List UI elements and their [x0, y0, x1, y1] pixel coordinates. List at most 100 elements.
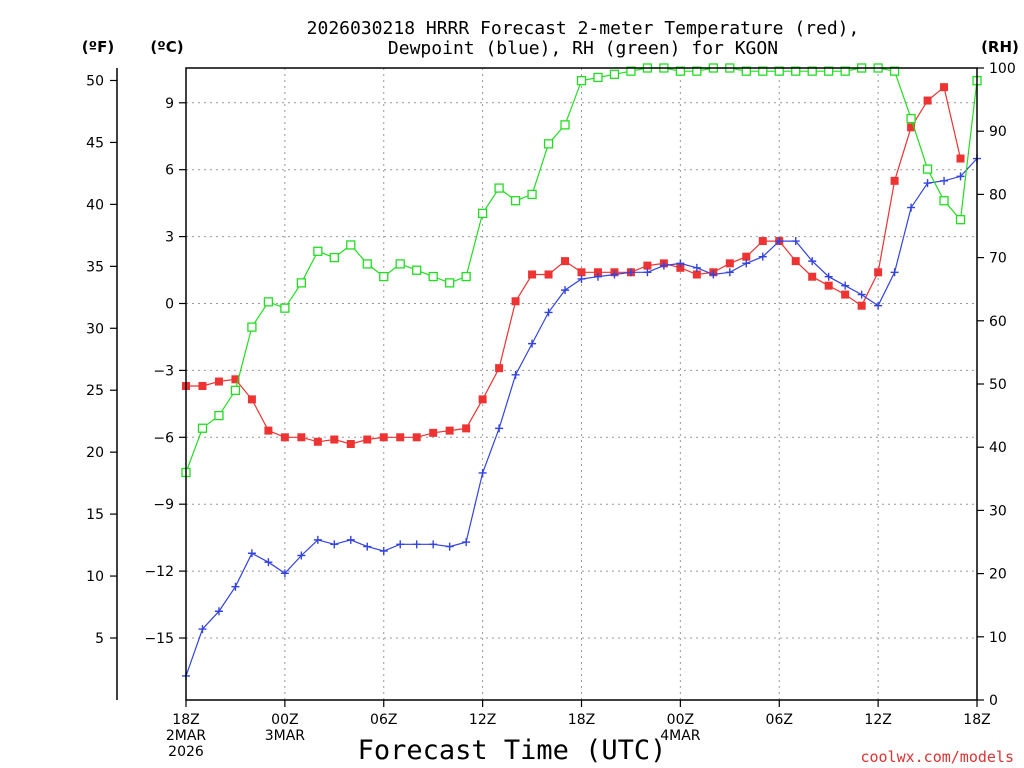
data-point	[412, 540, 421, 549]
data-point	[955, 215, 966, 225]
data-point	[643, 268, 652, 277]
rh-tick-label: 70	[989, 251, 1007, 267]
data-point	[676, 263, 685, 272]
data-point	[808, 257, 817, 266]
x-tick-label: 00Z	[271, 712, 298, 728]
data-point	[824, 272, 833, 281]
data-point	[280, 433, 289, 442]
data-point	[544, 270, 553, 279]
celsius-tick-label: 3	[165, 230, 174, 246]
data-point	[808, 272, 817, 281]
data-point	[956, 154, 965, 163]
data-point	[725, 268, 734, 277]
data-point	[395, 259, 405, 269]
data-point	[576, 75, 587, 86]
data-point	[313, 535, 322, 544]
x-tick-label: 06Z	[766, 712, 793, 728]
data-point	[197, 423, 208, 433]
rh-tick-label: 30	[989, 503, 1007, 519]
data-point	[297, 433, 306, 442]
data-point	[231, 375, 240, 384]
data-point	[840, 66, 850, 76]
data-point	[461, 271, 471, 282]
x-tick-label: 00Z	[667, 712, 694, 728]
data-point	[659, 261, 668, 270]
data-point	[675, 66, 686, 76]
series-line	[186, 86, 962, 445]
data-point	[890, 268, 899, 277]
data-point	[939, 196, 949, 206]
data-point	[445, 426, 454, 435]
data-point	[791, 66, 801, 76]
data-point	[543, 139, 554, 149]
series-dewpoint	[182, 154, 981, 680]
data-point	[841, 281, 850, 290]
fahrenheit-tick-label: 20	[86, 445, 104, 461]
fahrenheit-tick-label: 35	[86, 259, 104, 275]
data-point	[363, 435, 372, 444]
data-point	[445, 278, 455, 288]
x-axis-title: Forecast Time (UTC)	[358, 735, 667, 766]
data-point	[330, 435, 339, 444]
data-point	[577, 268, 586, 277]
data-point	[495, 364, 504, 373]
data-point	[626, 268, 635, 277]
data-point	[857, 290, 866, 299]
data-point	[362, 259, 372, 269]
rh-tick-label: 20	[989, 567, 1007, 583]
data-point	[692, 263, 701, 272]
data-point	[692, 270, 701, 279]
data-point	[527, 189, 537, 200]
data-point	[396, 433, 405, 442]
data-point	[198, 625, 207, 634]
chart-title-line1: 2026030218 HRRR Forecast 2-meter Tempera…	[307, 18, 860, 39]
data-point	[923, 179, 932, 188]
data-point	[297, 551, 306, 560]
data-point	[561, 286, 570, 295]
celsius-tick-label: −12	[144, 564, 174, 580]
celsius-unit-label: (ºC)	[150, 38, 183, 56]
rh-tick-label: 80	[989, 187, 1007, 203]
data-point	[560, 120, 570, 130]
data-point	[907, 123, 916, 132]
data-point	[494, 183, 504, 193]
data-point	[214, 377, 223, 386]
rh-tick-label: 10	[989, 630, 1007, 646]
data-point	[923, 96, 932, 105]
data-point	[577, 274, 586, 283]
data-point	[230, 385, 241, 395]
data-point	[841, 290, 850, 299]
celsius-tick-label: 6	[165, 163, 174, 179]
data-point	[214, 410, 224, 421]
data-point	[857, 301, 866, 310]
data-point	[313, 437, 322, 446]
fahrenheit-unit-label: (ºF)	[82, 38, 114, 56]
series-layer	[181, 63, 982, 680]
rh-unit-label: (RH)	[981, 38, 1019, 56]
data-point	[198, 382, 207, 391]
data-point	[510, 196, 521, 206]
data-point	[231, 582, 240, 591]
data-point	[874, 301, 883, 310]
data-point	[791, 237, 800, 246]
celsius-tick-label: −3	[153, 363, 174, 379]
data-point	[874, 268, 883, 277]
data-point	[889, 66, 900, 76]
data-point	[263, 297, 274, 307]
data-point	[478, 395, 487, 404]
fahrenheit-tick-label: 25	[86, 383, 104, 399]
data-point	[774, 66, 784, 76]
grid-lines	[186, 68, 977, 700]
data-point	[264, 426, 273, 435]
data-point	[643, 261, 652, 270]
data-point	[264, 558, 273, 567]
rh-tick-label: 40	[989, 440, 1007, 456]
data-point	[214, 607, 223, 616]
data-point	[725, 259, 734, 268]
data-point	[609, 69, 620, 79]
data-point	[313, 246, 323, 256]
data-point	[758, 252, 767, 261]
data-point	[626, 66, 636, 76]
